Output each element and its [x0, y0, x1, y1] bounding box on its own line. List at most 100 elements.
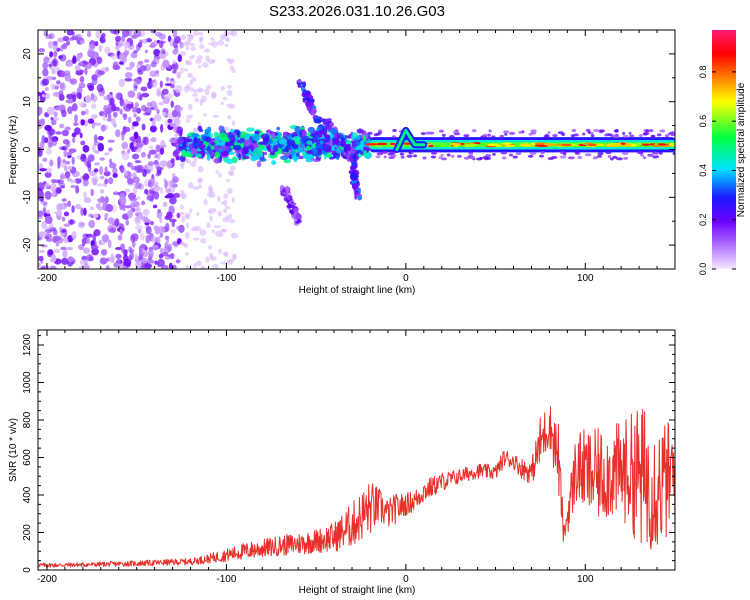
- spectrogram-cell: [450, 154, 455, 158]
- spectrogram-cell: [192, 127, 197, 133]
- spectrogram-cell: [623, 156, 629, 160]
- spectrogram-ylabel: Frequency (Hz): [8, 116, 19, 185]
- spectrogram-cell: [271, 160, 277, 165]
- spectrogram-cell: [64, 202, 68, 208]
- spectrogram-cell: [175, 259, 181, 264]
- spectrogram-cell: [145, 226, 152, 235]
- spectrogram-cell: [162, 59, 170, 69]
- spectrogram-cell: [103, 96, 108, 101]
- spectrogram-cell: [288, 154, 293, 160]
- spectrogram-cell: [305, 101, 311, 107]
- spectrogram-cell: [101, 234, 110, 243]
- spectrogram-cell: [224, 38, 229, 42]
- spectrogram-cell: [301, 81, 307, 88]
- spectrogram-cell: [177, 54, 183, 63]
- spectrogram-cell: [86, 160, 92, 168]
- spectrogram-cell: [161, 112, 167, 116]
- spectrogram-cell: [44, 190, 52, 200]
- spectrogram-cell: [440, 153, 444, 157]
- spectrogram-cell: [179, 204, 184, 210]
- spectrogram-cell: [559, 155, 567, 159]
- spectrogram-cell: [172, 150, 178, 157]
- spectrogram-cell: [83, 191, 87, 199]
- spectrogram-cell: [540, 150, 545, 154]
- spectrogram-cell: [71, 170, 80, 178]
- spectrogram-cell: [220, 261, 227, 265]
- spectrogram-cell: [373, 133, 379, 137]
- spectrogram-cell: [227, 258, 235, 263]
- spectrogram-cell: [228, 171, 235, 177]
- spectrogram-cell: [312, 109, 317, 113]
- spectrogram-cell: [133, 82, 138, 92]
- spectrogram-cell: [71, 156, 75, 165]
- spectrogram-cell: [233, 254, 237, 260]
- spectrogram-cell: [165, 188, 172, 194]
- spectrogram-cell: [429, 142, 442, 146]
- spectrogram-cell: [224, 251, 229, 257]
- spectrogram-cell: [351, 155, 355, 159]
- spectrogram-cell: [168, 205, 175, 215]
- spectrogram-cell: [150, 61, 157, 68]
- spectrogram-cell: [647, 153, 654, 157]
- spectrogram-cell: [52, 91, 61, 97]
- spectrogram-cell: [322, 119, 327, 126]
- spectrogram-cell: [220, 86, 225, 91]
- spectrogram-cell: [636, 151, 644, 155]
- spectrogram-cell: [303, 153, 313, 160]
- spectrogram-cell: [319, 140, 324, 145]
- spectrogram-cell: [39, 168, 47, 172]
- spectrogram-cell: [105, 107, 112, 115]
- spectrogram-cell: [77, 40, 81, 45]
- spectrogram-cell: [198, 44, 205, 49]
- spectrogram-cell: [102, 112, 107, 121]
- spectrogram-cell: [276, 126, 281, 131]
- spectrogram-marks: [38, 30, 675, 269]
- spectrogram-cell: [672, 151, 675, 155]
- spectrogram-cell: [169, 39, 174, 47]
- spectrogram-cell: [110, 53, 118, 60]
- spectrogram-cell: [596, 154, 603, 158]
- spectrogram-cell: [96, 183, 104, 187]
- spectrogram-cell: [119, 196, 127, 206]
- spectrogram-cell: [192, 186, 200, 191]
- spectrogram-cell: [230, 58, 235, 63]
- spectrogram-cell: [104, 46, 111, 54]
- spectrogram-cell: [79, 132, 83, 139]
- spectrogram-cell: [47, 40, 55, 47]
- spectrogram-cell: [38, 249, 46, 254]
- spectrogram-cell: [98, 242, 106, 246]
- spectrogram-cell: [320, 130, 326, 135]
- spectrogram-cell: [132, 176, 140, 184]
- spectrogram-cell: [184, 244, 188, 248]
- spectrogram-cell: [228, 213, 233, 220]
- spectrogram-cell: [508, 153, 514, 157]
- spectrogram-cell: [169, 122, 177, 127]
- spectrogram-cell: [212, 114, 219, 118]
- spectrogram-cell: [292, 148, 296, 153]
- spectrogram-cell: [47, 249, 54, 256]
- spectrogram-cell: [114, 129, 121, 138]
- spectrogram-cell: [162, 96, 170, 105]
- spectrogram-feature-noise: [38, 30, 239, 269]
- spectrogram-cell: [199, 229, 207, 236]
- spectrogram-cell: [127, 148, 131, 154]
- spectrogram-cell: [67, 200, 72, 207]
- spectrogram-cell: [241, 155, 250, 160]
- spectrogram-cell: [650, 134, 655, 138]
- spectrogram-cell: [52, 187, 56, 197]
- spectrogram-cell: [85, 94, 92, 104]
- spectrogram-cell: [238, 153, 242, 161]
- spectrogram-cell: [176, 106, 184, 112]
- spectrogram-cell: [38, 255, 44, 262]
- spectrogram-cell: [71, 56, 77, 64]
- spectrogram-cell: [133, 30, 142, 38]
- spectrogram-cell: [620, 142, 626, 145]
- spectrogram-cell: [190, 161, 197, 168]
- spectrogram-cell: [213, 225, 221, 229]
- spectrogram-cell: [53, 111, 58, 118]
- spectrogram-cell: [611, 144, 621, 147]
- spectrogram-cell: [124, 77, 133, 82]
- spectrogram-cell: [44, 182, 50, 188]
- spectrogram-cell: [226, 214, 230, 222]
- spectrogram-cell: [165, 76, 170, 82]
